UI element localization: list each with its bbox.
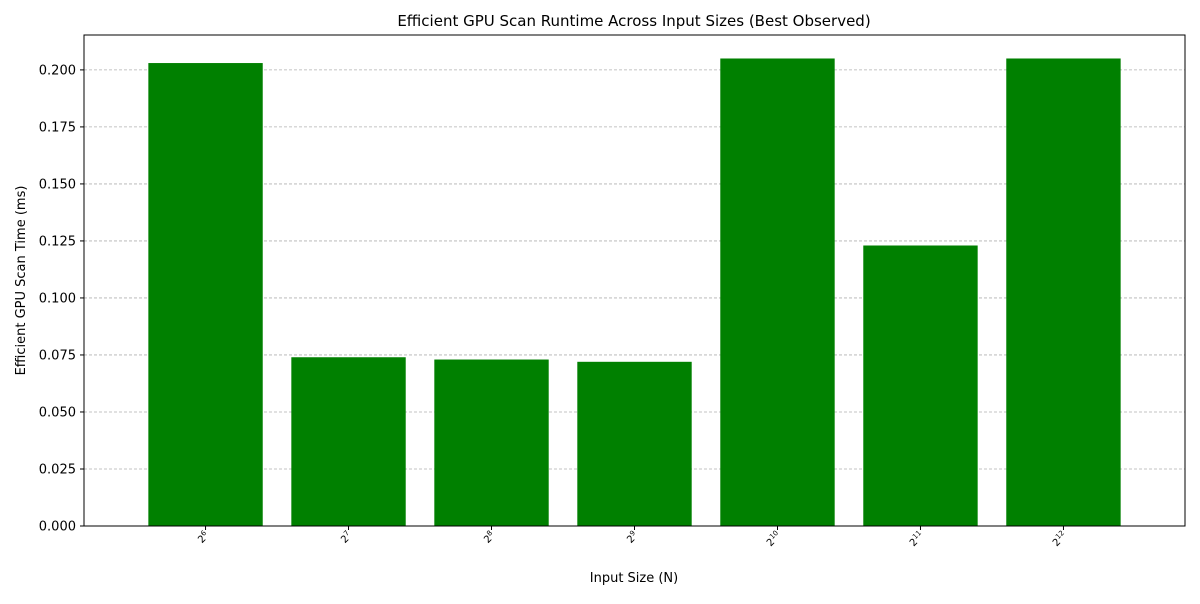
bar-6 <box>148 63 263 526</box>
y-tick-label: 0.150 <box>39 177 76 192</box>
y-axis-label: Efficient GPU Scan Time (ms) <box>14 186 29 376</box>
bar-10 <box>720 58 835 526</box>
y-tick-label: 0.175 <box>39 120 76 135</box>
bar-12 <box>1006 58 1121 526</box>
bar-9 <box>577 361 692 526</box>
x-tick-label: 210 <box>764 529 784 549</box>
x-tick-label: 29 <box>624 529 641 546</box>
y-tick-label: 0.075 <box>39 348 76 363</box>
x-tick-label: 211 <box>907 529 927 549</box>
y-tick-label: 0.200 <box>39 63 76 78</box>
x-axis-ticks: 26 27 28 29 210 211 212 <box>195 526 1070 549</box>
chart-title: Efficient GPU Scan Runtime Across Input … <box>397 12 870 30</box>
y-tick-label: 0.050 <box>39 405 76 420</box>
y-tick-label: 0.000 <box>39 520 76 535</box>
bars <box>148 58 1121 527</box>
x-tick-label: 212 <box>1050 529 1070 549</box>
y-tick-label: 0.125 <box>39 234 76 249</box>
x-tick-label: 26 <box>195 529 212 546</box>
x-tick-label: 28 <box>481 529 498 546</box>
y-tick-label: 0.025 <box>39 462 76 477</box>
y-axis-ticks: 0.000 0.025 0.050 0.075 0.100 0.125 0.150 0.175… <box>39 63 84 535</box>
bar-7 <box>291 357 406 526</box>
x-axis-label: Input Size (N) <box>590 571 678 586</box>
bar-11 <box>863 245 978 527</box>
bar-8 <box>434 359 549 526</box>
x-tick-label: 27 <box>338 529 355 546</box>
y-tick-label: 0.100 <box>39 291 76 306</box>
